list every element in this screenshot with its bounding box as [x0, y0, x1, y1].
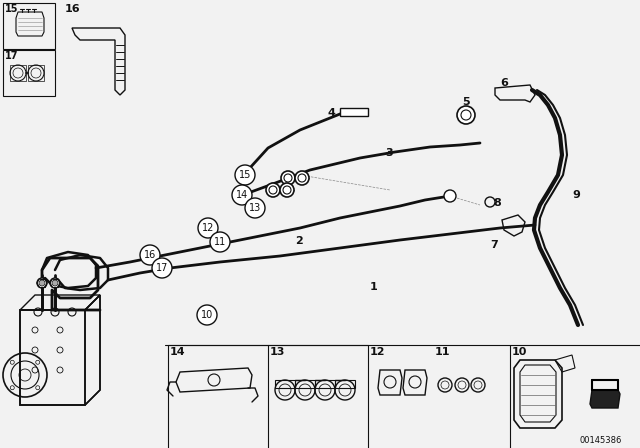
Bar — [10, 65, 26, 81]
Bar — [340, 108, 368, 116]
Circle shape — [266, 183, 280, 197]
Circle shape — [457, 106, 475, 124]
Circle shape — [52, 280, 58, 286]
Text: 17: 17 — [156, 263, 168, 273]
Circle shape — [280, 183, 294, 197]
Text: 10: 10 — [201, 310, 213, 320]
Bar — [335, 380, 355, 388]
Text: 15: 15 — [5, 4, 19, 14]
Text: 4: 4 — [328, 108, 336, 118]
Circle shape — [37, 278, 47, 288]
Text: 17: 17 — [5, 51, 19, 61]
Bar — [275, 380, 295, 388]
Circle shape — [245, 198, 265, 218]
Circle shape — [444, 190, 456, 202]
Text: 11: 11 — [435, 347, 451, 357]
Text: 2: 2 — [295, 236, 303, 246]
Bar — [3, 3, 55, 49]
Text: 00145386: 00145386 — [580, 436, 622, 445]
Text: 15: 15 — [239, 170, 251, 180]
Circle shape — [210, 232, 230, 252]
Text: 1: 1 — [370, 282, 378, 292]
Text: 12: 12 — [202, 223, 214, 233]
Bar — [20, 310, 85, 405]
Text: 14: 14 — [170, 347, 186, 357]
Circle shape — [152, 258, 172, 278]
Text: 6: 6 — [500, 78, 508, 88]
Circle shape — [235, 165, 255, 185]
Circle shape — [198, 218, 218, 238]
Text: 5: 5 — [462, 97, 470, 107]
Text: 3: 3 — [385, 148, 392, 158]
Circle shape — [140, 245, 160, 265]
Circle shape — [232, 185, 252, 205]
Text: 16: 16 — [65, 4, 81, 14]
Text: 7: 7 — [490, 240, 498, 250]
Text: 16: 16 — [144, 250, 156, 260]
Text: 13: 13 — [249, 203, 261, 213]
Text: 8: 8 — [493, 198, 500, 208]
Bar — [28, 65, 44, 81]
Text: 9: 9 — [572, 190, 580, 200]
Circle shape — [39, 280, 45, 286]
Text: 10: 10 — [512, 347, 527, 357]
Polygon shape — [590, 390, 620, 408]
Circle shape — [50, 278, 60, 288]
Bar — [315, 380, 335, 388]
Text: 14: 14 — [236, 190, 248, 200]
Bar — [295, 380, 315, 388]
Text: 13: 13 — [270, 347, 285, 357]
Circle shape — [281, 171, 295, 185]
Text: 12: 12 — [370, 347, 385, 357]
Text: 11: 11 — [214, 237, 226, 247]
Circle shape — [295, 171, 309, 185]
Bar — [3, 50, 55, 96]
Circle shape — [197, 305, 217, 325]
